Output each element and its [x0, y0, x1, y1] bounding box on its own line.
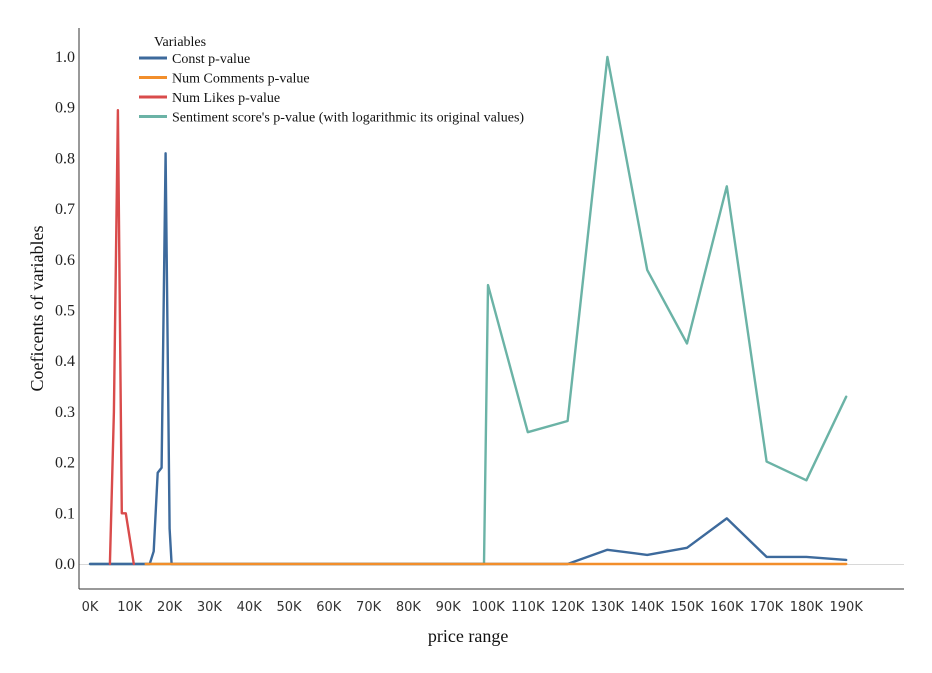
y-tick-label: 0.5 [55, 303, 75, 320]
y-tick-label: 0.6 [55, 252, 75, 269]
y-tick-label: 0.2 [55, 455, 75, 472]
series-line-0 [88, 55, 848, 566]
x-tick-label: 60K [316, 600, 342, 615]
series-line-1 [88, 152, 848, 566]
y-tick-label: 0.1 [55, 505, 75, 522]
y-tick-label: 0.9 [55, 100, 75, 117]
legend: Variables Const p-value Num Comments p-va… [139, 35, 524, 126]
y-axis-ticks: 0.0 0.1 0.2 0.3 0.4 0.5 0.6 0.7 0.8 0.9 1.0 [55, 49, 75, 573]
x-tick-label: 90K [436, 600, 462, 615]
x-tick-label: 20K [157, 600, 183, 615]
x-tick-label: 0K [82, 600, 99, 615]
legend-label: Num Comments p-value [172, 72, 310, 87]
x-axis-ticks: 0K 10K 20K 30K 40K 50K 60K 70K 80K 90K 100K 110K 120… [82, 600, 864, 615]
x-tick-label: 50K [276, 600, 302, 615]
x-tick-label: 10K [117, 600, 143, 615]
x-tick-label: 170K [750, 600, 784, 615]
y-tick-label: 0.4 [55, 353, 75, 370]
legend-title: Variables [154, 35, 206, 50]
series-lines [88, 55, 848, 566]
x-tick-label: 80K [396, 600, 422, 615]
x-tick-label: 160K [710, 600, 744, 615]
y-tick-label: 1.0 [55, 49, 75, 66]
y-tick-label: 0.7 [55, 201, 75, 218]
legend-label: Num Likes p-value [172, 91, 280, 106]
x-tick-label: 180K [790, 600, 824, 615]
x-tick-label: 110K [511, 600, 545, 615]
x-axis-title: price range [428, 626, 508, 646]
x-tick-label: 140K [631, 600, 665, 615]
x-tick-label: 100K [471, 600, 505, 615]
x-tick-label: 190K [830, 600, 864, 615]
x-tick-label: 30K [197, 600, 223, 615]
x-tick-label: 130K [591, 600, 625, 615]
y-axis-title: Coeficents of variables [27, 226, 47, 392]
legend-label: Sentiment score's p-value (with logarith… [172, 111, 524, 126]
x-tick-label: 70K [356, 600, 382, 615]
y-tick-label: 0.8 [55, 150, 75, 167]
axes [78, 28, 904, 590]
y-tick-label: 0.3 [55, 404, 75, 421]
x-tick-label: 150K [670, 600, 704, 615]
x-tick-label: 120K [551, 600, 585, 615]
y-tick-label: 0.0 [55, 556, 75, 573]
x-tick-label: 40K [237, 600, 263, 615]
series-line-3 [108, 108, 136, 566]
legend-label: Const p-value [172, 52, 250, 67]
